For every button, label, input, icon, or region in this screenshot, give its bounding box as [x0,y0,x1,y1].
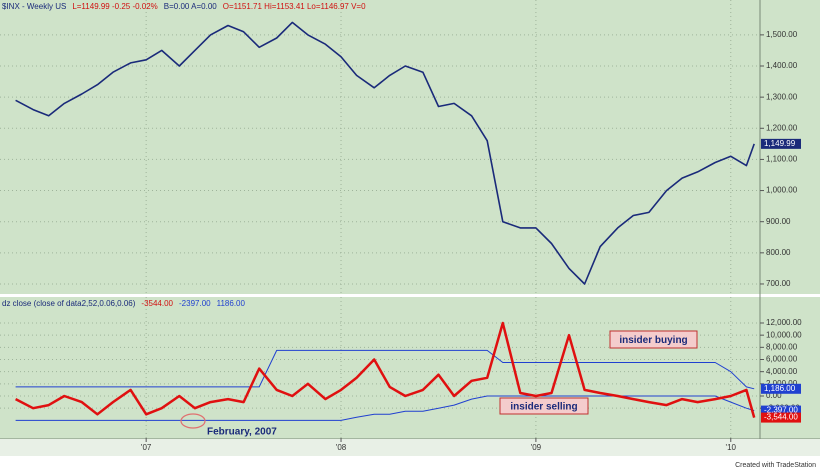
y-tick-label: 1,300.00 [766,92,798,101]
series-line [15,395,755,421]
header-part: O=1151.71 Hi=1153.41 Lo=1146.97 V=0 [223,2,366,11]
annotation-box [609,330,698,349]
y-tick-label: 0.00 [766,391,782,400]
y-tick-label: 900.00 [766,217,791,226]
annotation: insider buying [619,335,687,346]
annotation: insider selling [510,402,577,413]
price-panel [0,0,820,294]
y-tick-label: 2,000.00 [766,379,798,388]
y-tick-label: 700.00 [766,279,791,288]
y-tick-label: 8,000.00 [766,342,798,351]
panel-header: dz close (close of data2,52,0.06,0.06) -3… [2,299,245,308]
header-part: L=1149.99 -0.25 -0.02% [72,2,157,11]
header-part: B=0.00 A=0.00 [164,2,217,11]
panel-header: $INX - Weekly US L=1149.99 -0.25 -0.02% B=… [2,2,366,11]
footer: Created with TradeStation [735,462,816,469]
annotation: February, 2007 [207,427,277,438]
series-line [15,321,756,418]
y-tick-label: 1,100.00 [766,155,798,164]
header-part: 1186.00 [217,299,246,308]
x-axis-strip [0,439,820,456]
last-value-box [761,383,801,394]
last-value-label: -2,397.00 [764,406,798,415]
y-tick-label: 1,400.00 [766,61,798,70]
x-tick-label: '08 [336,443,347,452]
x-tick-label: '07 [141,443,152,452]
header-part: -3544.00 [141,299,173,308]
x-tick-label: '10 [726,443,737,452]
last-value-box [761,412,801,423]
highlight-ellipse [180,413,206,429]
last-value-label: 1,149.99 [764,139,796,148]
last-value-box [761,405,801,416]
last-value-box [761,138,801,149]
y-tick-label: 1,000.00 [766,186,798,195]
series-line [15,349,755,390]
y-tick-label: 1,500.00 [766,30,798,39]
last-value-label: -3,544.00 [764,413,798,422]
header-part: $INX - Weekly US [2,2,66,11]
y-tick-label: 800.00 [766,248,791,257]
series-line [15,21,755,285]
y-tick-label: 12,000.00 [766,318,802,327]
y-tick-label: 1,200.00 [766,123,798,132]
y-tick-label: 4,000.00 [766,367,798,376]
annotation-box [499,397,589,415]
x-tick-label: '09 [531,443,542,452]
y-tick-label: 6,000.00 [766,355,798,364]
header-part: -2397.00 [179,299,211,308]
last-value-label: 1,186.00 [764,384,796,393]
y-tick-label: 10,000.00 [766,330,802,339]
indicator-panel [0,297,820,439]
header-part: dz close (close of data2,52,0.06,0.06) [2,299,136,308]
